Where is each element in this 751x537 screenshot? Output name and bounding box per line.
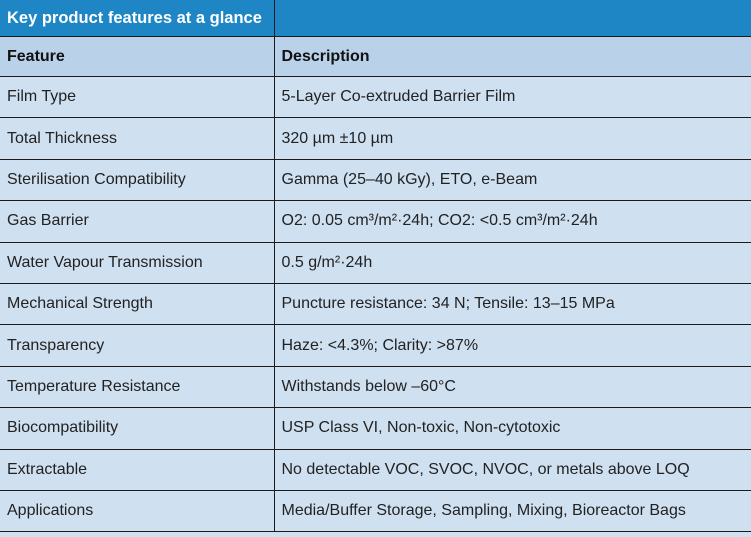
feature-cell: Applications	[0, 489, 275, 533]
feature-cell: Sterilisation Compatibility	[0, 158, 275, 202]
table-row: Temperature Resistance Withstands below –…	[0, 365, 751, 409]
table-title-filler	[274, 0, 751, 37]
table-row: Water Vapour Transmission 0.5 g/m²·24h	[0, 241, 751, 284]
table-row: Extractable No detectable VOC, SVOC, NVOC…	[0, 448, 751, 491]
table-row: Sterilisation Compatibility Gamma (25–40 …	[0, 158, 751, 202]
feature-cell: Film Type	[0, 75, 275, 119]
table-row: Total Thickness 320 µm ±10 µm	[0, 117, 751, 160]
description-cell: 320 µm ±10 µm	[273, 117, 751, 160]
feature-cell: Transparency	[0, 324, 275, 367]
description-cell: Puncture resistance: 34 N; Tensile: 13–1…	[273, 282, 751, 326]
description-cell: 0.5 g/m²·24h	[273, 241, 751, 284]
table-row: Applications Media/Buffer Storage, Sampli…	[0, 489, 751, 533]
column-header-description: Description	[273, 36, 751, 77]
description-cell: Media/Buffer Storage, Sampling, Mixing, …	[273, 489, 751, 533]
table-row: Mechanical Strength Puncture resistance: …	[0, 282, 751, 326]
description-cell: Withstands below –60°C	[273, 365, 751, 409]
description-cell: O2: 0.05 cm³/m²·24h; CO2: <0.5 cm³/m²·24…	[273, 200, 751, 243]
description-cell: USP Class VI, Non-toxic, Non-cytotoxic	[273, 407, 751, 450]
feature-cell: Mechanical Strength	[0, 282, 275, 326]
description-cell: Haze: <4.3%; Clarity: >87%	[273, 324, 751, 367]
table-caption-row: Key product features at a glance	[0, 0, 751, 37]
feature-cell: Gas Barrier	[0, 200, 275, 243]
feature-cell: Biocompatibility	[0, 407, 275, 450]
feature-cell: Total Thickness	[0, 117, 275, 160]
feature-cell: Temperature Resistance	[0, 365, 275, 409]
table-row: Gas Barrier O2: 0.05 cm³/m²·24h; CO2: <0.…	[0, 200, 751, 243]
description-cell: Gamma (25–40 kGy), ETO, e-Beam	[273, 158, 751, 202]
table-row: Transparency Haze: <4.3%; Clarity: >87%	[0, 324, 751, 367]
description-cell: No detectable VOC, SVOC, NVOC, or metals…	[273, 448, 751, 491]
table-row: Biocompatibility USP Class VI, Non-toxic,…	[0, 407, 751, 450]
table-title: Key product features at a glance	[0, 0, 275, 37]
table-header-row: Feature Description	[0, 36, 751, 77]
column-header-feature: Feature	[0, 36, 275, 77]
table-row: Film Type 5-Layer Co-extruded Barrier Fil…	[0, 75, 751, 119]
feature-cell: Water Vapour Transmission	[0, 241, 275, 284]
description-cell: 5-Layer Co-extruded Barrier Film	[273, 75, 751, 119]
feature-cell: Extractable	[0, 448, 275, 491]
